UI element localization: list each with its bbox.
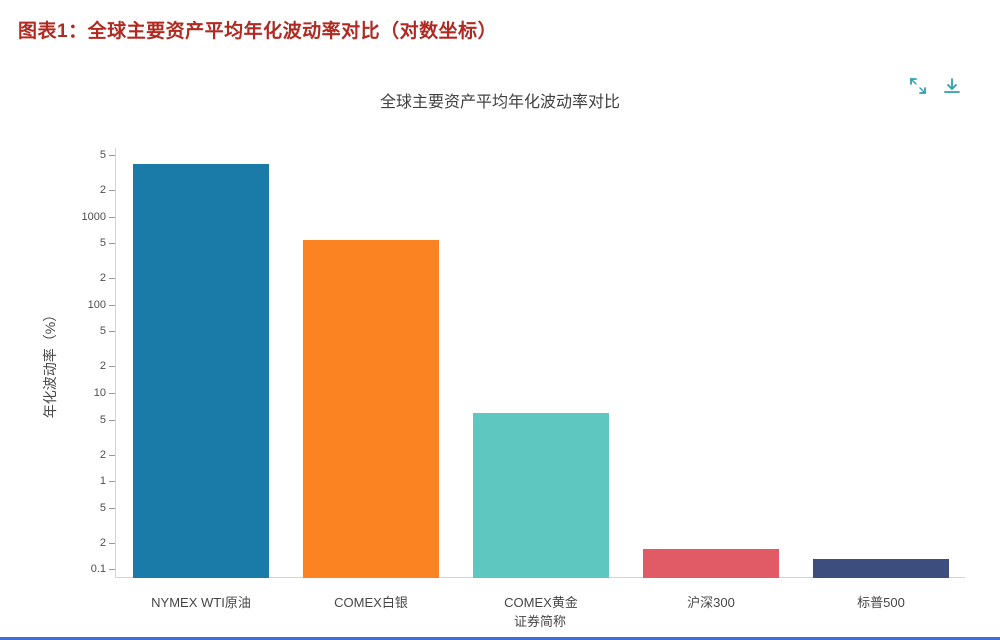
page-title: 图表1：全球主要资产平均年化波动率对比（对数坐标） xyxy=(18,21,498,42)
y-tick-label: 0.1 xyxy=(90,563,106,576)
x-tick-label: 标普500 xyxy=(857,595,905,610)
y-tick-label: 5 xyxy=(99,148,106,161)
x-tick-label: COMEX白银 xyxy=(334,595,408,610)
chart-toolbar xyxy=(908,76,962,96)
x-tick-label: 沪深300 xyxy=(687,595,735,610)
y-tick-label: 1 xyxy=(99,475,106,488)
download-icon[interactable] xyxy=(942,76,962,96)
y-tick-mark xyxy=(109,243,115,245)
y-tick-mark xyxy=(109,278,115,280)
y-tick-mark xyxy=(109,393,115,395)
y-tick-mark xyxy=(109,542,115,544)
expand-icon[interactable] xyxy=(908,76,928,96)
y-tick-label: 1000 xyxy=(81,210,106,223)
y-tick-label: 2 xyxy=(99,272,106,285)
bar-2[interactable] xyxy=(303,239,439,578)
y-tick-mark xyxy=(109,216,115,218)
bottom-divider xyxy=(0,637,1000,640)
x-axis-title: 证券简称 xyxy=(513,614,566,629)
y-tick-label: 2 xyxy=(99,536,106,549)
y-tick-label: 10 xyxy=(93,387,106,400)
y-tick-mark xyxy=(109,154,115,156)
y-tick-label: 5 xyxy=(99,501,106,514)
y-tick-mark xyxy=(109,569,115,571)
y-tick-mark xyxy=(109,331,115,333)
y-tick-label: 2 xyxy=(99,448,106,461)
y-tick-label: 2 xyxy=(99,184,106,197)
y-tick-mark xyxy=(109,454,115,456)
y-tick-label: 5 xyxy=(99,325,106,338)
y-tick-mark xyxy=(109,304,115,306)
x-tick-label: NYMEX WTI原油 xyxy=(151,595,251,610)
y-tick-label: 2 xyxy=(99,360,106,373)
bar-4[interactable] xyxy=(643,549,779,578)
plot-area: 5 2 1000 5 2 100 5 2 10 5 2 1 5 2 0.1 NYMEX WTI原油 COMEX白… xyxy=(82,148,965,610)
y-tick-mark xyxy=(109,190,115,192)
bar-1[interactable] xyxy=(133,163,269,578)
y-axis-title: 年化波动率（%） xyxy=(42,307,58,419)
y-tick-label: 5 xyxy=(99,413,106,426)
y-tick-mark xyxy=(109,507,115,509)
y-tick-mark xyxy=(109,481,115,483)
y-tick-mark xyxy=(109,419,115,421)
bar-5[interactable] xyxy=(813,559,949,578)
chart-title: 全球主要资产平均年化波动率对比 xyxy=(379,94,620,111)
x-tick-label: COMEX黄金 xyxy=(504,595,578,610)
y-tick-label: 5 xyxy=(99,237,106,250)
bar-3[interactable] xyxy=(473,412,609,578)
y-tick-mark xyxy=(109,366,115,368)
y-tick-label: 100 xyxy=(87,298,106,311)
